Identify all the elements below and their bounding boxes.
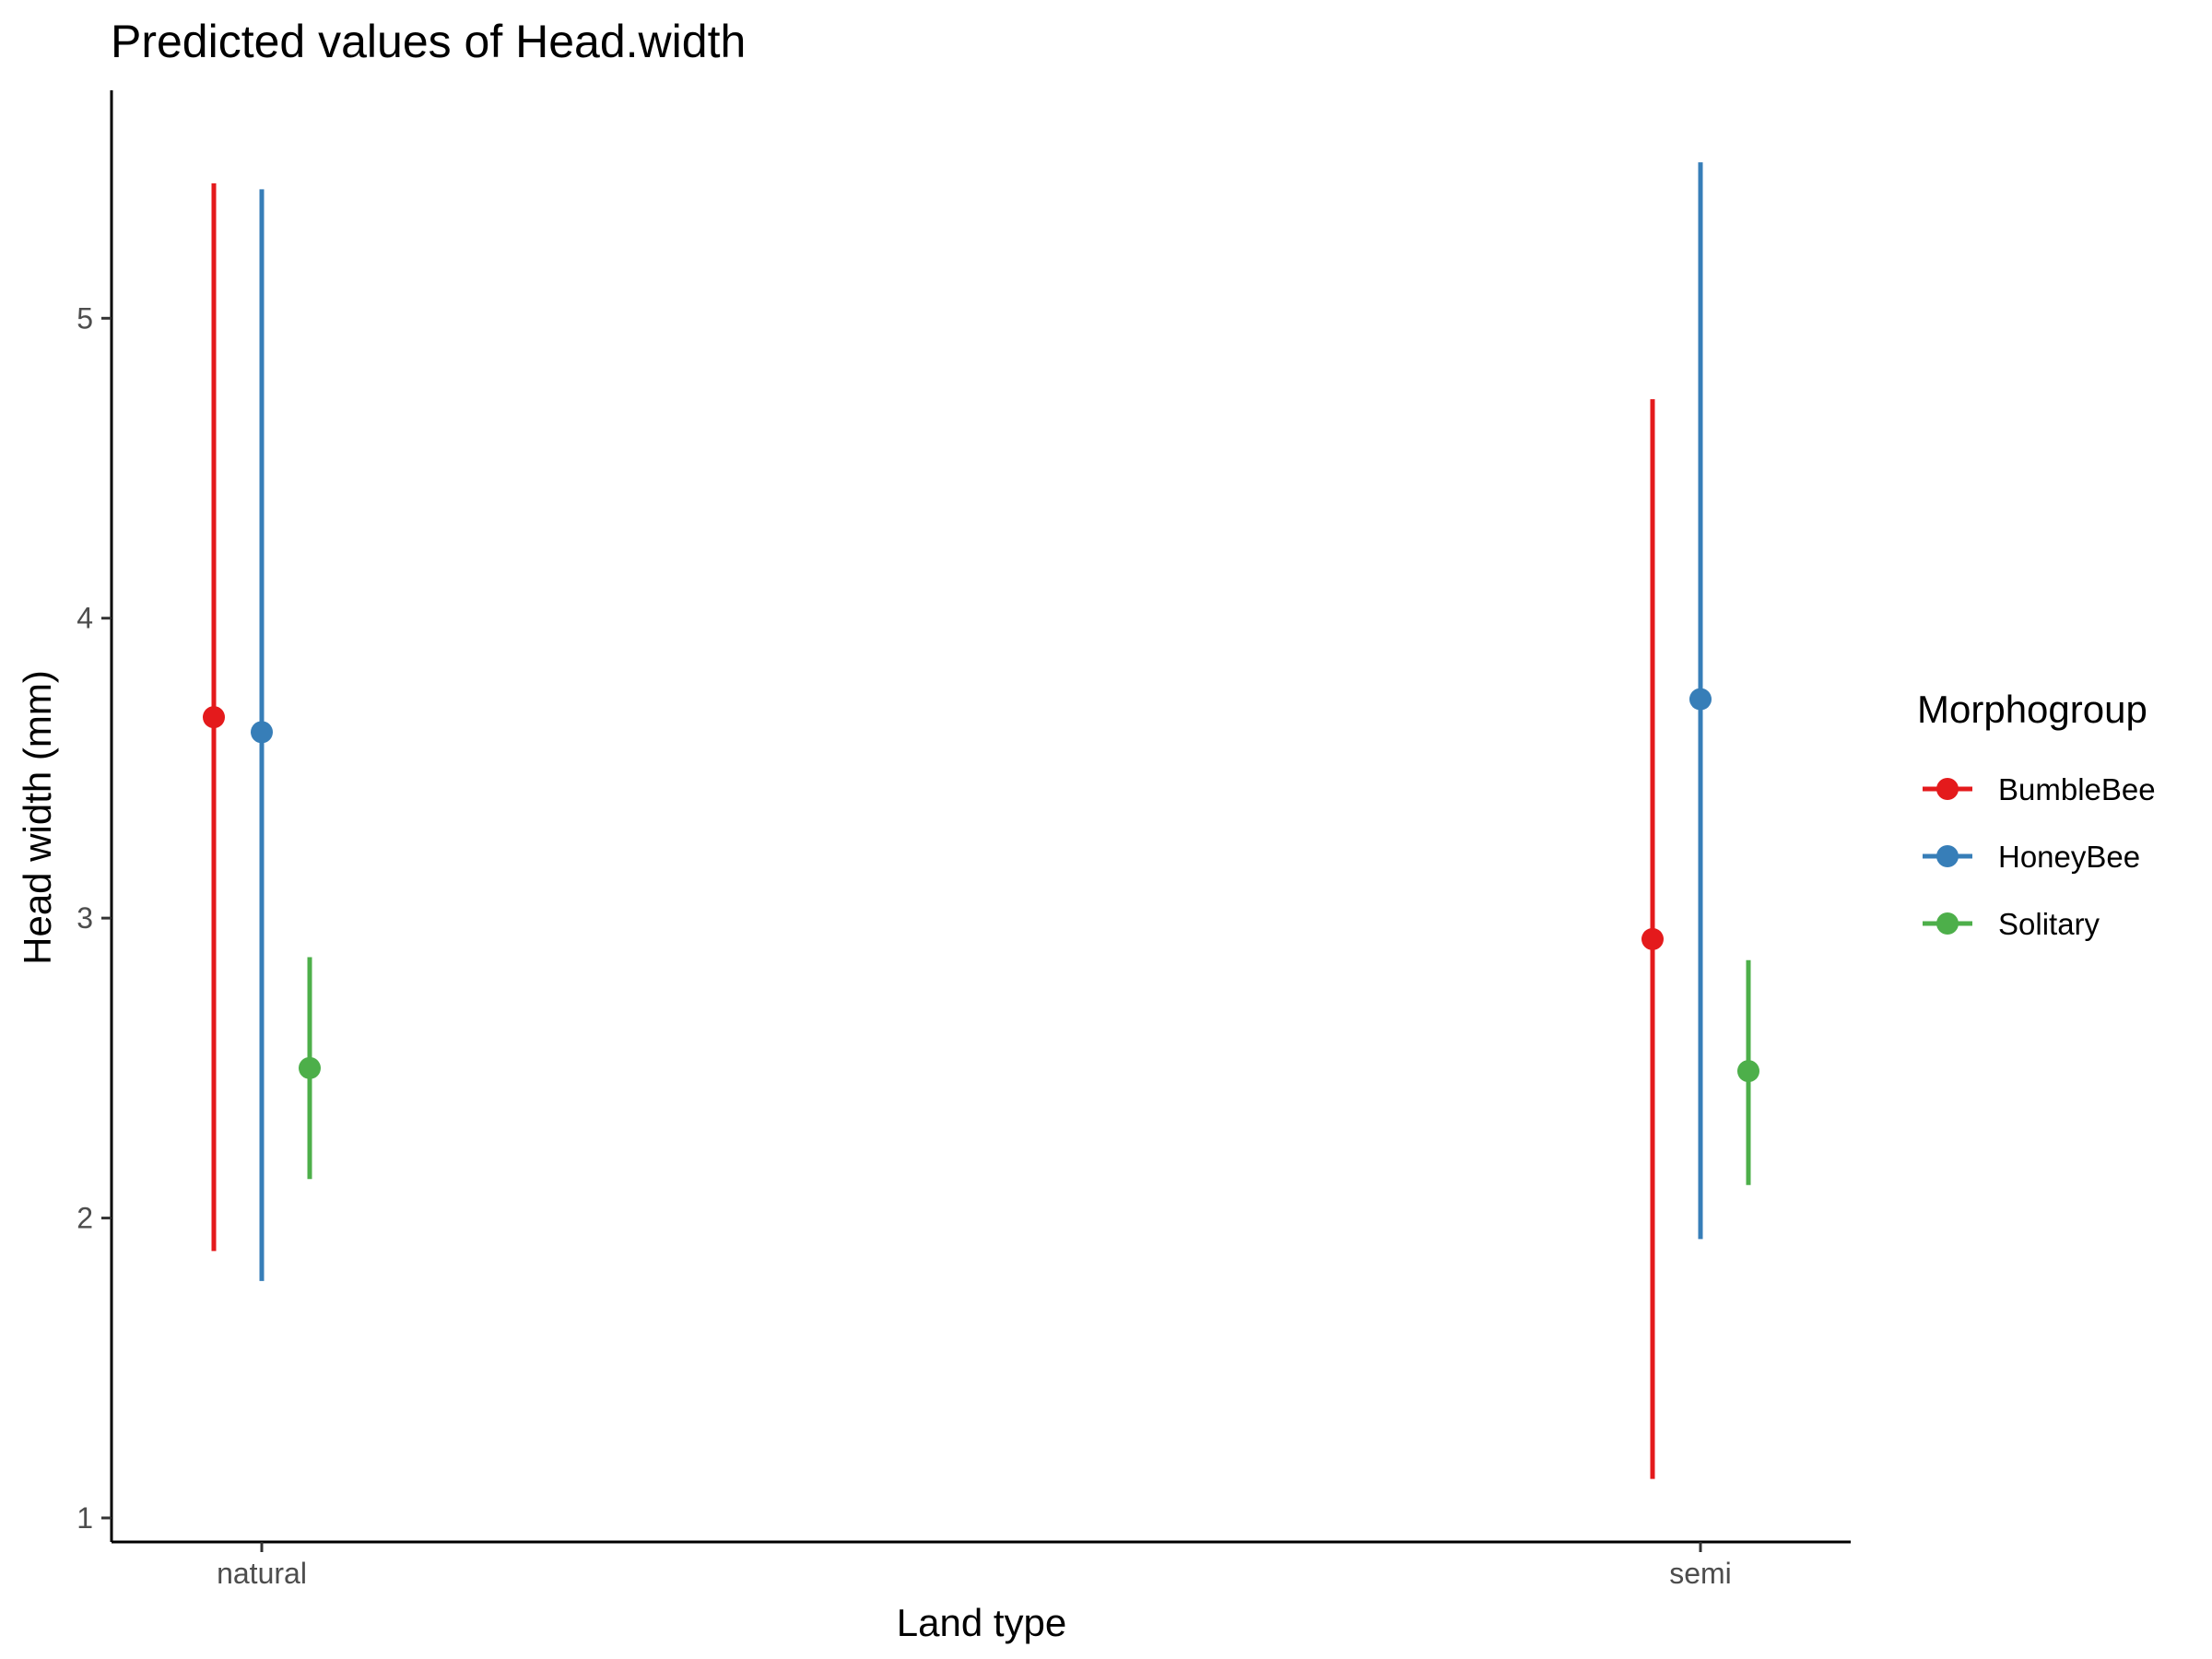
y-tick-label: 3	[76, 901, 93, 935]
legend-title: Morphogroup	[1917, 688, 2147, 731]
point-honeybee-semi	[1689, 688, 1712, 711]
legend: Morphogroup BumbleBee HoneyBee Solitary	[1917, 688, 2156, 941]
x-axis-title: Land type	[897, 1601, 1067, 1644]
legend-item-bumblebee: BumbleBee	[1923, 772, 2156, 806]
y-axis: 1 2 3 4 5	[76, 90, 113, 1542]
legend-label: Solitary	[1998, 907, 2100, 941]
legend-label: HoneyBee	[1998, 840, 2140, 874]
point-bumblebee-semi	[1641, 927, 1664, 950]
legend-item-honeybee: HoneyBee	[1923, 840, 2140, 874]
x-axis: natural semi	[112, 1540, 1851, 1590]
y-tick-label: 1	[76, 1501, 93, 1535]
y-axis-title: Head width (mm)	[16, 670, 59, 965]
y-tick-label: 4	[76, 602, 93, 635]
x-tick-label: natural	[217, 1557, 307, 1590]
legend-label: BumbleBee	[1998, 772, 2156, 806]
x-tick-label: semi	[1669, 1557, 1732, 1590]
y-tick-label: 5	[76, 301, 93, 335]
legend-key-point	[1936, 845, 1959, 867]
y-tick-label: 2	[76, 1202, 93, 1235]
legend-item-solitary: Solitary	[1923, 907, 2100, 941]
point-solitary-natural	[299, 1056, 321, 1079]
plot-area	[203, 162, 1759, 1479]
point-solitary-semi	[1737, 1060, 1759, 1083]
legend-key-point	[1936, 912, 1959, 935]
point-bumblebee-natural	[203, 706, 225, 729]
point-honeybee-natural	[251, 721, 273, 744]
chart-title: Predicted values of Head.width	[111, 16, 746, 67]
legend-key-point	[1936, 778, 1959, 800]
